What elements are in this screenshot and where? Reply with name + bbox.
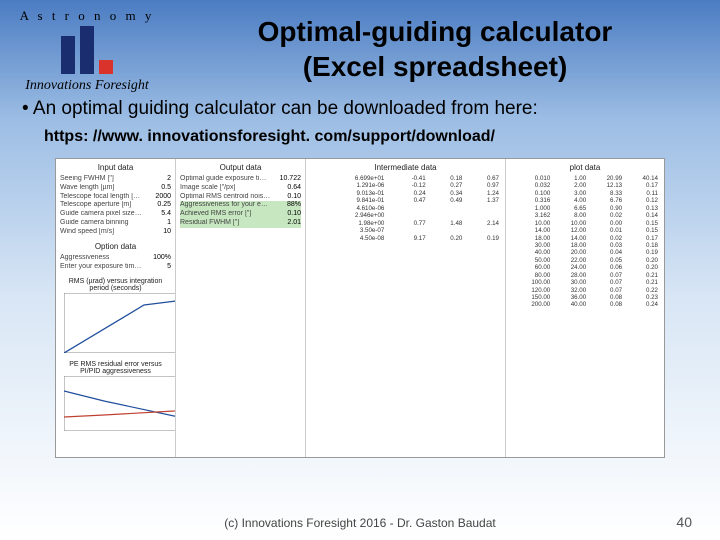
data-row: Aggressiveness for your exp. time88% [180,201,301,210]
output-column: Output data Optimal guide exposure time … [176,159,306,457]
table-row: 60.0024.000.060.20 [510,264,660,271]
table-row: 10.0010.000.000.15 [510,220,660,227]
data-row: Guide camera pixel size [µm]5.4 [60,210,171,219]
inter-col-title: Intermediate data [310,163,501,172]
spreadsheet-screenshot: Input data Seeing FWHM ["]2Wave length [… [55,158,665,458]
data-row: Enter your exposure time [s]5 [60,263,171,272]
table-row: 1.98e+000.771.482.14 [310,220,501,227]
table-row: 0.3164.006.760.12 [510,197,660,204]
chart-2-title: PE RMS residual error versus PI/PID aggr… [64,361,167,375]
table-row: 0.0322.0012.130.17 [510,182,660,189]
input-column: Input data Seeing FWHM ["]2Wave length [… [56,159,176,457]
table-row: 4.50e-089.170.200.19 [310,235,501,242]
data-row: Achieved RMS error ["]0.10 [180,210,301,219]
plot-col-title: plot data [510,163,660,172]
table-row: 120.0032.000.070.22 [510,287,660,294]
table-row: 6.699e+01-0.410.180.67 [310,175,501,182]
table-row: 9.013e-010.240.341.24 [310,190,501,197]
plot-table: 0.0101.0020.9940.140.0322.0012.130.170.1… [510,175,660,309]
download-url[interactable]: https: //www. innovationsforesight. com/… [0,126,720,154]
table-row: 50.0022.000.050.20 [510,257,660,264]
options-title: Option data [60,242,171,251]
intermediate-column: Intermediate data 6.699e+01-0.410.180.67… [306,159,506,457]
table-row: 150.0036.000.080.23 [510,294,660,301]
data-row: Residual FWHM ["]2.01 [180,219,301,228]
data-row: Wave length [µm]0.5 [60,184,171,193]
brand-name: Innovations Foresight [12,78,162,94]
data-row: Seeing FWHM ["]2 [60,175,171,184]
table-row: 9.841e-010.470.491.37 [310,197,501,204]
input-col-title: Input data [60,163,171,172]
chart-2: PE RMS residual error versus PI/PID aggr… [64,361,167,433]
table-row: 1.291e-06-0.120.270.97 [310,182,501,189]
table-row: 30.0018.000.030.18 [510,242,660,249]
data-row: Optimal guide exposure time [s]10.722 [180,175,301,184]
bullet-text: An optimal guiding calculator can be dow… [0,94,720,126]
table-row: 0.1003.008.330.11 [510,190,660,197]
logo-arc-text: A s t r o n o m y [12,8,162,24]
table-row: 3.50e-07 [310,227,501,234]
table-row: 0.0101.0020.9940.14 [510,175,660,182]
data-row: Telescope aperture [m]0.25 [60,201,171,210]
plot-column: plot data 0.0101.0020.9940.140.0322.0012… [506,159,664,457]
data-row: Optimal RMS centroid noise [px]0.10 [180,193,301,202]
table-row: 40.0020.000.040.19 [510,249,660,256]
page-number: 40 [676,514,692,530]
intermediate-table: 6.699e+01-0.410.180.671.291e-06-0.120.27… [310,175,501,242]
table-row: 100.0030.000.070.21 [510,279,660,286]
table-row: 80.0028.000.070.21 [510,272,660,279]
table-row: 1.0006.650.900.13 [510,205,660,212]
title-line-1: Optimal-guiding calculator [258,16,613,47]
data-row: Aggressiveness100% [60,254,171,263]
chart-1-title: RMS (µrad) versus integration period (se… [64,278,167,292]
table-row: 2.946e+00 [310,212,501,219]
chart-1: RMS (µrad) versus integration period (se… [64,278,167,355]
table-row: 4.610e-06 [310,205,501,212]
data-row: Wind speed [m/s]10 [60,228,171,237]
page-title: Optimal-guiding calculator (Excel spread… [162,8,708,84]
table-row: 200.0040.000.080.24 [510,301,660,308]
data-row: Image scale ["/px]0.64 [180,184,301,193]
data-row: Guide camera binning1 [60,219,171,228]
logo-mark [12,26,162,74]
table-row: 18.0014.000.020.17 [510,235,660,242]
title-line-2: (Excel spreadsheet) [303,51,568,82]
footer-copyright: (c) Innovations Foresight 2016 - Dr. Gas… [0,516,720,530]
data-row: Telescope focal length [mm]2000 [60,193,171,202]
output-col-title: Output data [180,163,301,172]
table-row: 3.1628.000.020.14 [510,212,660,219]
table-row: 14.0012.000.010.15 [510,227,660,234]
brand-logo: A s t r o n o m y Innovations Foresight [12,8,162,94]
